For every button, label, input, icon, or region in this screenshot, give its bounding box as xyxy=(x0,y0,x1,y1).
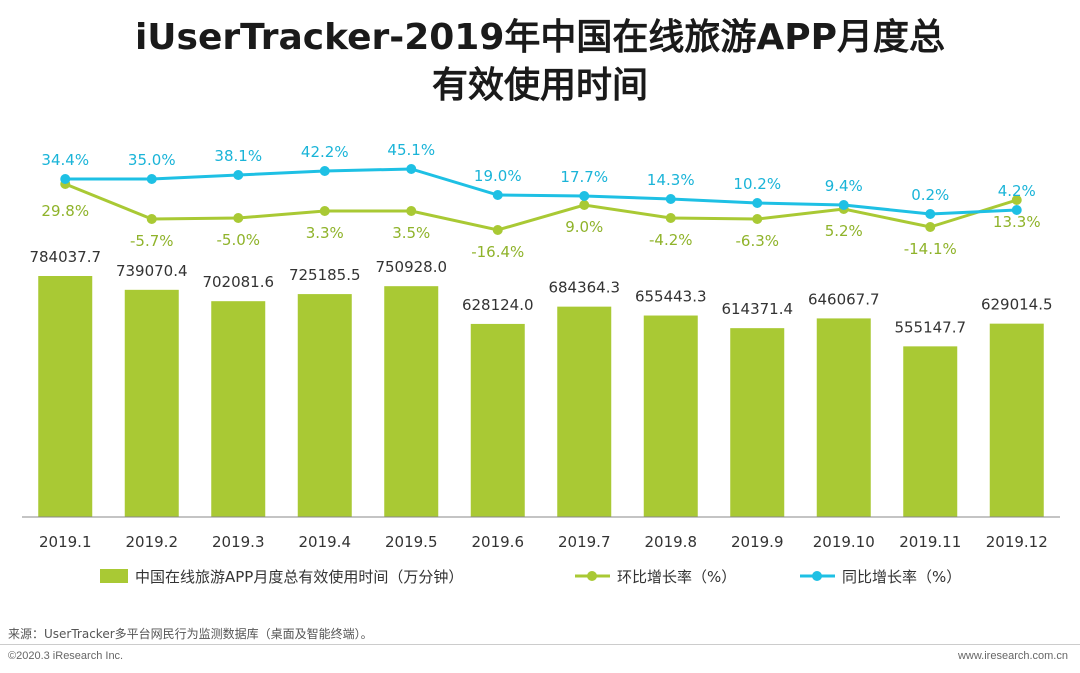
bar-2019.6 xyxy=(470,323,525,517)
mom-label-2019.7: 9.0% xyxy=(565,218,603,236)
bar-value-label-2019.4: 725185.5 xyxy=(289,266,361,284)
bar-2019.4 xyxy=(297,294,352,517)
mom-point-2019.8 xyxy=(665,213,676,223)
chart-canvas: 784037.7 739070.4 702081.6 725185.5 750928.0… xyxy=(22,141,1060,586)
chart-title: iUserTracker-2019年中国在线旅游APP月度总 有效使用时间 xyxy=(0,14,1080,110)
bar-2019.11 xyxy=(903,346,958,517)
yoy-label-2019.5: 45.1% xyxy=(387,141,435,159)
yoy-label-2019.1: 34.4% xyxy=(41,151,89,169)
yoy-growth-line xyxy=(65,167,1017,216)
bar-value-label-2019.12: 629014.5 xyxy=(981,296,1053,314)
x-tick-label-2019.2: 2019.2 xyxy=(126,533,179,551)
x-tick-label-2019.9: 2019.9 xyxy=(731,533,784,551)
mom-label-2019.6: -16.4% xyxy=(471,243,524,261)
mom-label-2019.11: -14.1% xyxy=(904,240,957,258)
bar-2019.12 xyxy=(989,323,1044,517)
bar-2019.5 xyxy=(384,286,439,517)
x-tick-label-2019.5: 2019.5 xyxy=(385,533,438,551)
yoy-label-2019.10: 9.4% xyxy=(825,177,863,195)
footer-divider xyxy=(0,644,1080,645)
bar-2019.3 xyxy=(211,301,266,517)
bar-value-label-2019.10: 646067.7 xyxy=(808,290,880,308)
bar-2019.8 xyxy=(643,315,698,517)
x-tick-label-2019.12: 2019.12 xyxy=(986,533,1048,551)
legend-yoy-marker xyxy=(812,571,822,581)
mom-point-2019.3 xyxy=(233,213,244,223)
bar-value-label-2019.7: 684364.3 xyxy=(548,279,620,297)
chart-title-line1: iUserTracker-2019年中国在线旅游APP月度总 xyxy=(134,17,946,58)
yoy-label-2019.11: 0.2% xyxy=(911,186,949,204)
bar-value-label-2019.1: 784037.7 xyxy=(29,248,101,266)
bar-2019.10 xyxy=(816,318,871,517)
yoy-point-2019.10 xyxy=(838,200,849,210)
bar-2019.9 xyxy=(730,328,785,517)
yoy-point-2019.8 xyxy=(665,194,676,204)
mom-point-2019.11 xyxy=(925,222,936,232)
mom-label-2019.8: -4.2% xyxy=(649,231,693,249)
yoy-label-2019.3: 38.1% xyxy=(214,147,262,165)
source-note: 来源：UserTracker多平台网民行为监测数据库（桌面及智能终端）。 xyxy=(8,627,373,641)
bar-value-label-2019.5: 750928.0 xyxy=(375,258,447,276)
yoy-point-2019.2 xyxy=(146,174,157,184)
bar-value-label-2019.8: 655443.3 xyxy=(635,288,707,306)
yoy-label-2019.8: 14.3% xyxy=(647,171,695,189)
bar-2019.2 xyxy=(124,289,179,517)
mom-label-2019.2: -5.7% xyxy=(130,232,174,250)
website-link[interactable]: www.iresearch.com.cn xyxy=(957,650,1068,662)
mom-label-2019.3: -5.0% xyxy=(216,231,260,249)
mom-point-2019.7 xyxy=(579,200,590,210)
yoy-label-2019.6: 19.0% xyxy=(474,167,522,185)
yoy-point-2019.12 xyxy=(1011,205,1022,215)
yoy-label-2019.7: 17.7% xyxy=(560,168,608,186)
legend-yoy-label: 同比增长率（%） xyxy=(842,568,961,586)
mom-point-2019.2 xyxy=(146,214,157,224)
mom-label-2019.9: -6.3% xyxy=(735,232,779,250)
yoy-point-2019.3 xyxy=(233,170,244,180)
x-tick-label-2019.6: 2019.6 xyxy=(472,533,525,551)
bar-value-label-2019.2: 739070.4 xyxy=(116,262,188,280)
x-tick-label-2019.4: 2019.4 xyxy=(299,533,352,551)
mom-point-2019.4 xyxy=(319,206,330,216)
mom-label-2019.12: 13.3% xyxy=(993,213,1041,231)
yoy-point-2019.9 xyxy=(752,198,763,208)
mom-label-2019.10: 5.2% xyxy=(825,222,863,240)
legend-bar-label: 中国在线旅游APP月度总有效使用时间（万分钟） xyxy=(135,568,463,586)
chart-title-line2: 有效使用时间 xyxy=(431,65,648,106)
bar-value-label-2019.11: 555147.7 xyxy=(894,318,966,336)
mom-point-2019.12 xyxy=(1011,195,1022,205)
yoy-label-2019.9: 10.2% xyxy=(733,175,781,193)
mom-point-2019.6 xyxy=(492,225,503,235)
x-tick-label-2019.3: 2019.3 xyxy=(212,533,265,551)
yoy-point-2019.6 xyxy=(492,190,503,200)
yoy-point-2019.11 xyxy=(925,209,936,219)
bar-2019.7 xyxy=(557,306,612,517)
legend-mom-marker xyxy=(587,571,597,581)
mom-label-2019.1: 29.8% xyxy=(41,202,89,220)
x-tick-label-2019.11: 2019.11 xyxy=(899,533,961,551)
legend-bar-swatch xyxy=(100,569,128,583)
x-tick-label-2019.8: 2019.8 xyxy=(645,533,698,551)
yoy-point-2019.4 xyxy=(319,166,330,176)
mom-point-2019.5 xyxy=(406,206,417,216)
mom-growth-line xyxy=(64,182,1018,232)
mom-point-2019.9 xyxy=(752,214,763,224)
yoy-label-2019.12: 4.2% xyxy=(998,182,1036,200)
x-tick-label-2019.10: 2019.10 xyxy=(813,533,875,551)
yoy-point-2019.5 xyxy=(406,164,417,174)
bar-value-label-2019.9: 614371.4 xyxy=(721,300,793,318)
bar-2019.1 xyxy=(38,276,93,517)
mom-label-2019.4: 3.3% xyxy=(306,224,344,242)
yoy-label-2019.4: 42.2% xyxy=(301,143,349,161)
copyright-text: ©2020.3 iResearch Inc. xyxy=(8,650,124,662)
yoy-point-2019.1 xyxy=(60,174,71,184)
yoy-point-2019.7 xyxy=(579,191,590,201)
bar-value-label-2019.3: 702081.6 xyxy=(202,273,274,291)
x-tick-label-2019.1: 2019.1 xyxy=(39,533,92,551)
yoy-label-2019.2: 35.0% xyxy=(128,151,176,169)
x-tick-label-2019.7: 2019.7 xyxy=(558,533,611,551)
mom-label-2019.5: 3.5% xyxy=(392,224,430,242)
legend-mom-label: 环比增长率（%） xyxy=(617,568,736,586)
bar-value-label-2019.6: 628124.0 xyxy=(462,296,534,314)
